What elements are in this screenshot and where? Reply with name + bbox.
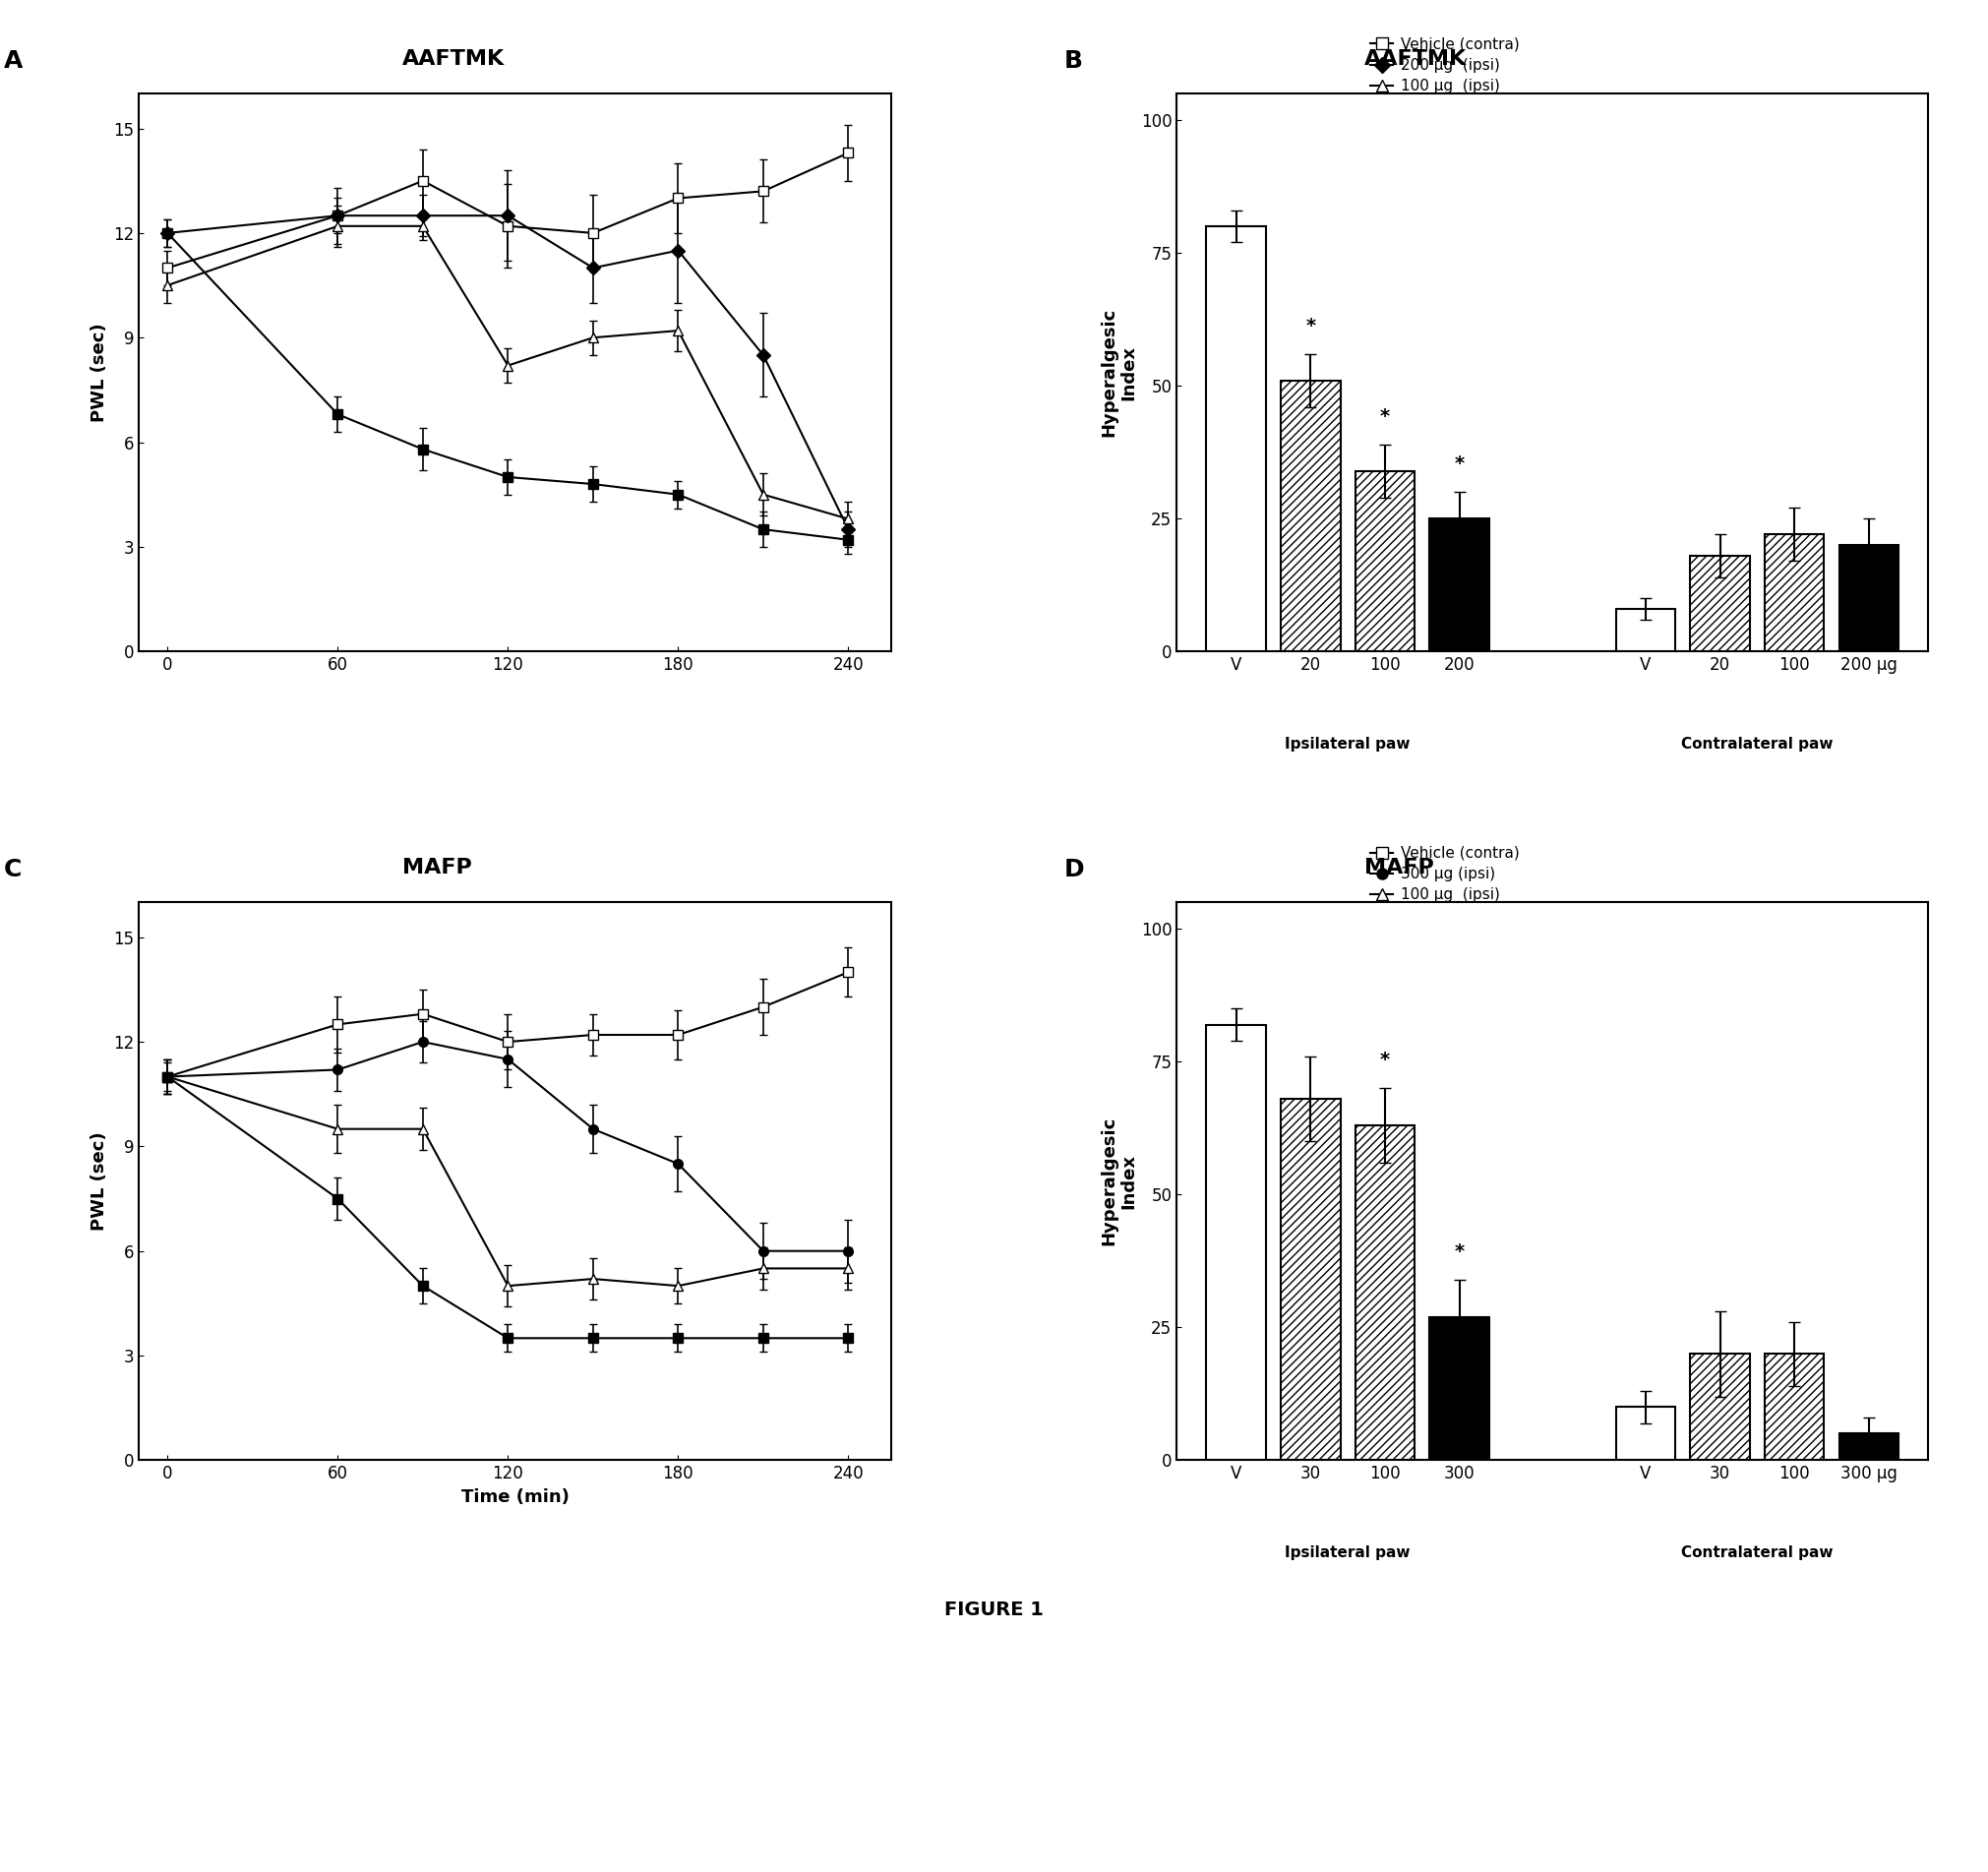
- Bar: [1839, 545, 1899, 651]
- Bar: [1616, 608, 1676, 651]
- Bar: [1690, 556, 1749, 651]
- Text: C: C: [4, 857, 22, 882]
- Y-axis label: Hyperalgesic
Index: Hyperalgesic Index: [1099, 307, 1137, 436]
- Y-axis label: PWL (sec): PWL (sec): [89, 1133, 107, 1230]
- Legend: Vehicle (contra), 300 μg (ipsi), 100 μg  (ipsi), Vehicle (ipsi): Vehicle (contra), 300 μg (ipsi), 100 μg …: [1368, 842, 1523, 927]
- Text: D: D: [1064, 857, 1083, 882]
- Bar: [1690, 1353, 1749, 1460]
- Text: A: A: [4, 49, 24, 73]
- Bar: [1356, 470, 1415, 651]
- Text: MAFP: MAFP: [1364, 857, 1433, 878]
- Text: *: *: [1455, 455, 1465, 474]
- Text: *: *: [1380, 406, 1390, 425]
- Text: *: *: [1455, 1243, 1465, 1262]
- Bar: [1207, 227, 1266, 651]
- Text: Contralateral paw: Contralateral paw: [1682, 736, 1833, 751]
- X-axis label: Time (min): Time (min): [461, 1488, 569, 1505]
- Bar: [1280, 380, 1340, 651]
- Text: MAFP: MAFP: [402, 857, 471, 878]
- Text: B: B: [1064, 49, 1083, 73]
- Legend: Vehicle (contra), 200 μg  (ipsi), 100 μg  (ipsi), Vehicle (ipsi): Vehicle (contra), 200 μg (ipsi), 100 μg …: [1368, 34, 1523, 118]
- Bar: [1616, 1408, 1676, 1460]
- Bar: [1207, 1024, 1266, 1460]
- Text: Ipsilateral paw: Ipsilateral paw: [1284, 736, 1411, 751]
- Text: FIGURE 1: FIGURE 1: [944, 1601, 1044, 1619]
- Bar: [1839, 1434, 1899, 1460]
- Bar: [1280, 1099, 1340, 1460]
- Text: Contralateral paw: Contralateral paw: [1682, 1544, 1833, 1559]
- Bar: [1356, 1125, 1415, 1460]
- Bar: [1765, 535, 1825, 651]
- Text: Ipsilateral paw: Ipsilateral paw: [1284, 1544, 1411, 1559]
- Text: AAFTMK: AAFTMK: [402, 49, 505, 69]
- Text: AAFTMK: AAFTMK: [1364, 49, 1467, 69]
- Y-axis label: PWL (sec): PWL (sec): [89, 324, 107, 421]
- Bar: [1765, 1353, 1825, 1460]
- Text: *: *: [1306, 316, 1316, 335]
- Y-axis label: Hyperalgesic
Index: Hyperalgesic Index: [1099, 1118, 1137, 1247]
- Bar: [1429, 519, 1489, 651]
- Bar: [1429, 1316, 1489, 1460]
- Text: *: *: [1380, 1050, 1390, 1069]
